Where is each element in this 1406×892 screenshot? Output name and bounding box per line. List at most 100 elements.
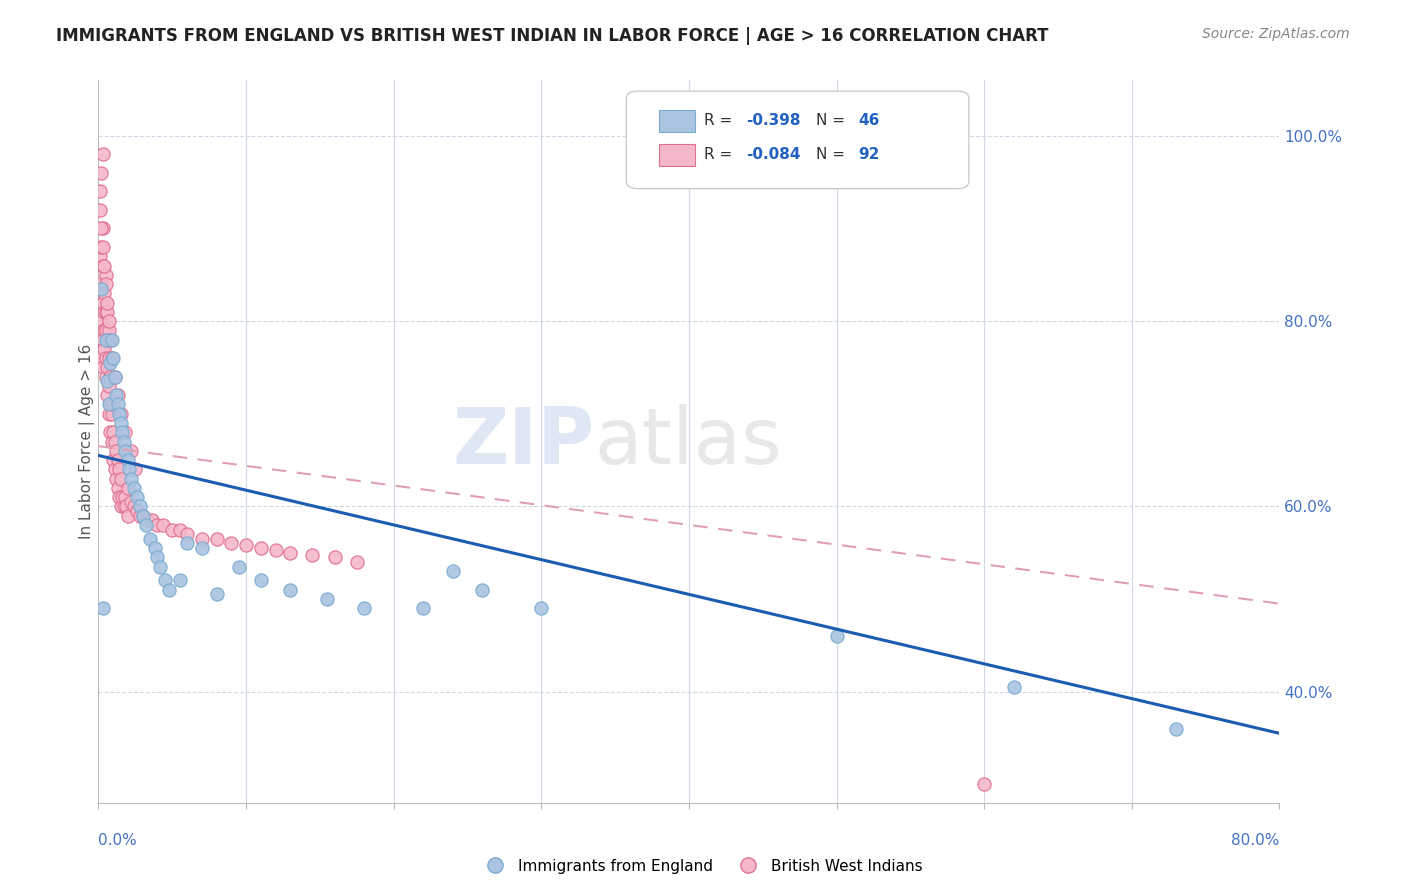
- Point: [1166, 722, 1188, 736]
- Point: [91, 360, 114, 375]
- Point: [90, 282, 112, 296]
- Point: [120, 443, 142, 458]
- Point: [94, 323, 117, 337]
- Point: [471, 582, 494, 597]
- Point: [205, 587, 228, 601]
- Point: [412, 601, 434, 615]
- Point: [152, 517, 174, 532]
- Text: -0.398: -0.398: [745, 113, 800, 128]
- Point: [120, 472, 142, 486]
- Point: [301, 548, 323, 562]
- Point: [107, 388, 129, 402]
- Point: [97, 407, 120, 421]
- Point: [530, 601, 553, 615]
- Point: [96, 388, 118, 402]
- Point: [122, 481, 145, 495]
- Point: [97, 397, 120, 411]
- Point: [96, 333, 118, 347]
- Point: [139, 532, 162, 546]
- Point: [120, 494, 142, 508]
- Point: [146, 517, 169, 532]
- Point: [96, 295, 118, 310]
- Point: [110, 407, 132, 421]
- FancyBboxPatch shape: [659, 110, 695, 132]
- Point: [89, 185, 111, 199]
- Text: -0.084: -0.084: [745, 147, 800, 162]
- Text: ZIP: ZIP: [453, 403, 595, 480]
- Point: [97, 351, 120, 366]
- Point: [125, 504, 148, 518]
- Point: [108, 490, 131, 504]
- Point: [176, 527, 198, 541]
- Point: [98, 356, 121, 370]
- Point: [353, 601, 375, 615]
- Point: [91, 333, 114, 347]
- Point: [90, 166, 112, 180]
- Point: [89, 351, 111, 366]
- Point: [169, 574, 191, 588]
- Point: [1002, 680, 1025, 694]
- Point: [93, 305, 115, 319]
- Point: [132, 508, 155, 523]
- Text: atlas: atlas: [595, 403, 782, 480]
- Point: [205, 532, 228, 546]
- Point: [114, 425, 136, 440]
- Point: [346, 555, 368, 569]
- Point: [104, 462, 127, 476]
- Text: N =: N =: [817, 113, 851, 128]
- Point: [111, 490, 134, 504]
- Point: [143, 541, 166, 555]
- Point: [110, 472, 132, 486]
- Text: IMMIGRANTS FROM ENGLAND VS BRITISH WEST INDIAN IN LABOR FORCE | AGE > 16 CORRELA: IMMIGRANTS FROM ENGLAND VS BRITISH WEST …: [56, 27, 1049, 45]
- Point: [115, 500, 138, 514]
- Point: [108, 462, 131, 476]
- Point: [91, 295, 114, 310]
- Text: N =: N =: [817, 147, 851, 162]
- Point: [221, 536, 243, 550]
- Point: [135, 517, 157, 532]
- Point: [176, 536, 198, 550]
- Point: [100, 434, 122, 449]
- Point: [112, 500, 135, 514]
- Point: [107, 453, 129, 467]
- Point: [104, 369, 127, 384]
- Point: [146, 550, 169, 565]
- Point: [153, 574, 176, 588]
- Point: [141, 513, 163, 527]
- Point: [114, 443, 136, 458]
- Point: [316, 592, 339, 607]
- Point: [94, 305, 117, 319]
- Point: [132, 508, 155, 523]
- Point: [89, 249, 111, 263]
- Point: [97, 379, 120, 393]
- Point: [107, 397, 129, 411]
- Point: [96, 305, 118, 319]
- Point: [323, 550, 346, 565]
- FancyBboxPatch shape: [626, 91, 969, 189]
- Point: [250, 574, 273, 588]
- Point: [136, 513, 159, 527]
- Point: [250, 541, 273, 555]
- Point: [104, 369, 127, 384]
- Text: 0.0%: 0.0%: [98, 833, 138, 848]
- Point: [97, 323, 120, 337]
- Point: [105, 443, 128, 458]
- Point: [169, 523, 191, 537]
- Point: [114, 490, 136, 504]
- Point: [96, 375, 118, 389]
- Point: [117, 481, 139, 495]
- Point: [104, 434, 127, 449]
- Text: 80.0%: 80.0%: [1232, 833, 1279, 848]
- Point: [110, 500, 132, 514]
- Point: [100, 351, 122, 366]
- Point: [100, 407, 122, 421]
- Point: [98, 333, 121, 347]
- Point: [100, 333, 122, 347]
- Point: [97, 314, 120, 328]
- Text: 92: 92: [858, 147, 879, 162]
- Point: [191, 532, 214, 546]
- Point: [280, 582, 302, 597]
- Point: [191, 541, 214, 555]
- Point: [112, 434, 135, 449]
- Point: [103, 351, 125, 366]
